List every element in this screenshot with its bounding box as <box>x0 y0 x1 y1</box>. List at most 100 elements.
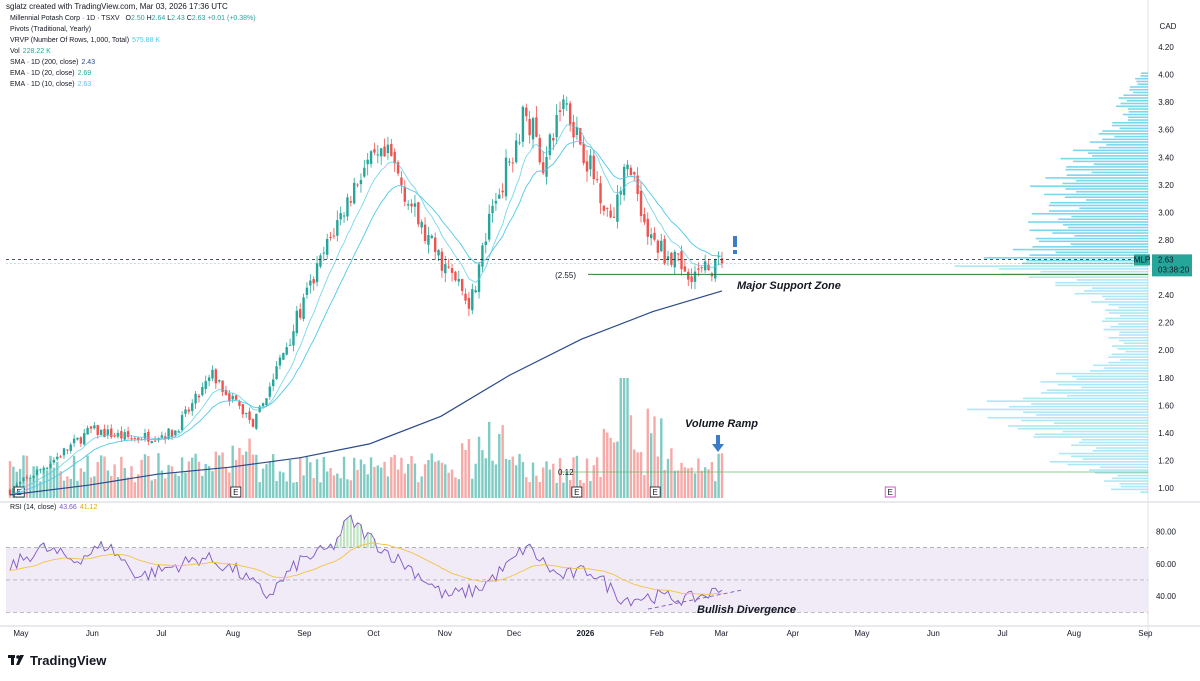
volume-bar <box>508 459 511 498</box>
volume-bar <box>720 453 724 498</box>
volume-profile-row <box>987 416 1148 419</box>
bullish-divergence-label: Bullish Divergence <box>697 604 796 616</box>
candle-body <box>545 156 548 177</box>
volume-profile-row <box>954 265 1148 267</box>
volume-profile-row <box>1135 77 1148 80</box>
candle-body <box>649 234 653 239</box>
volume-profile-row <box>1103 367 1148 369</box>
candle-body <box>514 140 518 163</box>
candle-body <box>518 142 521 144</box>
candle-body <box>39 469 42 471</box>
low-value: 2.43 <box>171 15 185 22</box>
rsi-legend[interactable]: RSI (14, close) 43.66 41.12 <box>10 503 97 513</box>
candle-body <box>106 429 110 436</box>
volume-bar <box>444 464 447 498</box>
vol-legend[interactable]: Vol 228.22 K <box>10 47 51 57</box>
volume-bar <box>683 467 687 498</box>
time-tick-label: Apr <box>787 629 800 638</box>
low-label: L <box>167 15 172 22</box>
symbol-badge <box>1134 254 1150 266</box>
candle-body <box>504 157 508 197</box>
price-tick-label: 3.40 <box>1158 153 1174 162</box>
sma-label: SMA · 1D (200, close) <box>10 59 79 66</box>
vrvp-legend[interactable]: VRVP (Number Of Rows, 1,000, Total) 575.8… <box>10 36 160 46</box>
rsi-ma-line <box>9 542 723 595</box>
pivots-legend[interactable]: Pivots (Traditional, Yearly) <box>10 25 91 35</box>
candle-body <box>349 201 353 203</box>
candle-body <box>15 484 18 488</box>
candle-body <box>346 197 349 217</box>
symbol-legend[interactable]: Millennial Potash Corp · 1D · TSXV O2.50… <box>10 14 256 24</box>
volume-profile-row <box>1123 94 1148 97</box>
candle-body <box>265 398 268 406</box>
volume-profile-row <box>1040 381 1148 383</box>
candle-body <box>214 369 218 384</box>
candle-body <box>484 241 487 245</box>
volume-bar <box>93 476 96 498</box>
time-tick-label: Dec <box>507 629 521 638</box>
volume-bar <box>366 474 369 498</box>
volume-bar <box>282 472 285 498</box>
volume-bar <box>376 465 380 498</box>
volume-bar <box>363 464 366 498</box>
candle-body <box>69 444 72 451</box>
rsi-value: 43.66 <box>59 504 77 511</box>
candle-body <box>130 438 133 440</box>
candle-body <box>238 400 241 406</box>
volume-profile-row <box>1067 463 1148 466</box>
ema10-legend[interactable]: EMA · 1D (10, close) 2.63 <box>10 80 91 90</box>
candle-body <box>531 118 535 140</box>
volume-profile-row <box>1048 210 1148 212</box>
candle-body <box>336 220 339 236</box>
earnings-marker-label: E <box>574 488 579 497</box>
volume-bar <box>325 471 329 498</box>
volume-profile-row <box>1045 177 1148 179</box>
candle-body <box>444 264 447 274</box>
candle-body <box>245 412 248 414</box>
candle-body <box>548 134 552 156</box>
candle-body <box>268 386 272 397</box>
candle-body <box>35 469 39 475</box>
candle-body <box>639 190 643 217</box>
volume-bar <box>535 475 538 498</box>
candle-body <box>720 258 724 264</box>
volume-bar <box>643 475 646 498</box>
volume-bar <box>565 471 568 498</box>
candle-body <box>447 266 450 268</box>
volume-bar <box>352 457 356 498</box>
volume-bar <box>207 466 211 498</box>
ema20-legend[interactable]: EMA · 1D (20, close) 2.69 <box>10 69 91 79</box>
sma-legend[interactable]: SMA · 1D (200, close) 2.43 <box>10 58 95 68</box>
candle-body <box>579 128 582 145</box>
volume-profile-row <box>1128 110 1148 113</box>
tradingview-logo[interactable]: TradingView <box>8 653 106 668</box>
volume-profile-row <box>983 257 1148 259</box>
volume-profile-row <box>1093 163 1148 165</box>
volume-bar <box>474 463 477 498</box>
volume-profile-row <box>1029 254 1148 256</box>
high-value: 2.64 <box>151 15 166 22</box>
candle-body <box>396 162 400 174</box>
volume-bar <box>322 457 326 498</box>
ema20-line <box>9 140 723 496</box>
price-tick-label: 1.40 <box>1158 429 1174 438</box>
volume-profile-row <box>1070 455 1148 458</box>
volume-profile-row <box>1110 488 1148 491</box>
volume-bar <box>298 457 302 498</box>
candle-body <box>356 184 359 186</box>
candle-body <box>660 240 663 252</box>
price-tick-label: 4.00 <box>1158 71 1174 80</box>
vrvp-value: 575.88 K <box>132 37 161 44</box>
volume-bar <box>285 481 288 498</box>
candle-body <box>595 179 599 181</box>
volume-bar <box>59 471 62 498</box>
candle-body <box>687 271 690 280</box>
alert-icon-dot <box>733 250 737 254</box>
volume-profile-row <box>1012 248 1148 251</box>
candle-body <box>93 425 96 429</box>
volume-bar <box>83 471 86 498</box>
candle-body <box>575 126 579 136</box>
vol-label: Vol <box>10 48 20 55</box>
earnings-marker-label: E <box>653 488 658 497</box>
